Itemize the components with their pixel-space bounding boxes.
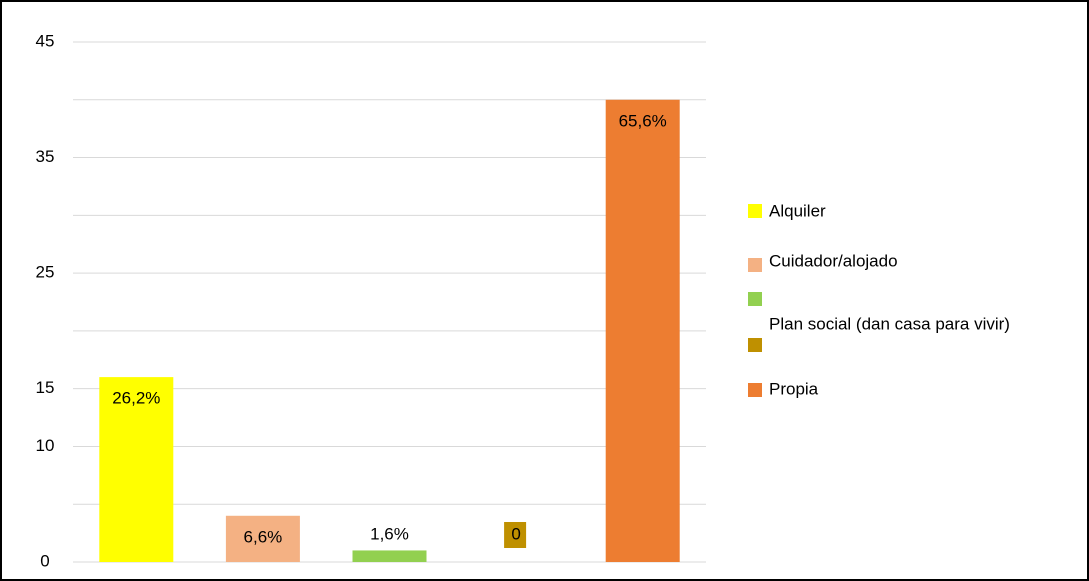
legend-label: Alquiler	[769, 201, 826, 220]
data-label-box	[504, 522, 527, 548]
bar	[225, 515, 300, 562]
y-tick-label: 10	[36, 436, 55, 455]
data-label: 1,6%	[370, 524, 409, 543]
legend-label: Cuidador/alojado	[769, 251, 898, 270]
y-tick-label: 15	[36, 378, 55, 397]
y-tick-label: 25	[36, 263, 55, 282]
legend-label: Propia	[769, 379, 819, 398]
data-label: 26,2%	[112, 389, 160, 408]
y-tick-label: 35	[36, 147, 55, 166]
y-tick-label: 45	[36, 31, 55, 50]
legend-marker	[748, 204, 762, 218]
data-label: 65,6%	[619, 111, 667, 130]
bar	[352, 550, 427, 562]
legend-marker	[748, 292, 762, 306]
bar	[99, 377, 174, 562]
data-label: 0	[511, 524, 520, 543]
legend-label: Plan social (dan casa para vivir)	[769, 314, 1010, 333]
data-label: 6,6%	[244, 527, 283, 546]
legend-marker	[748, 258, 762, 272]
y-tick-label: 0	[40, 551, 49, 570]
legend-marker	[748, 338, 762, 352]
legend-marker	[748, 383, 762, 397]
bar	[605, 99, 680, 563]
